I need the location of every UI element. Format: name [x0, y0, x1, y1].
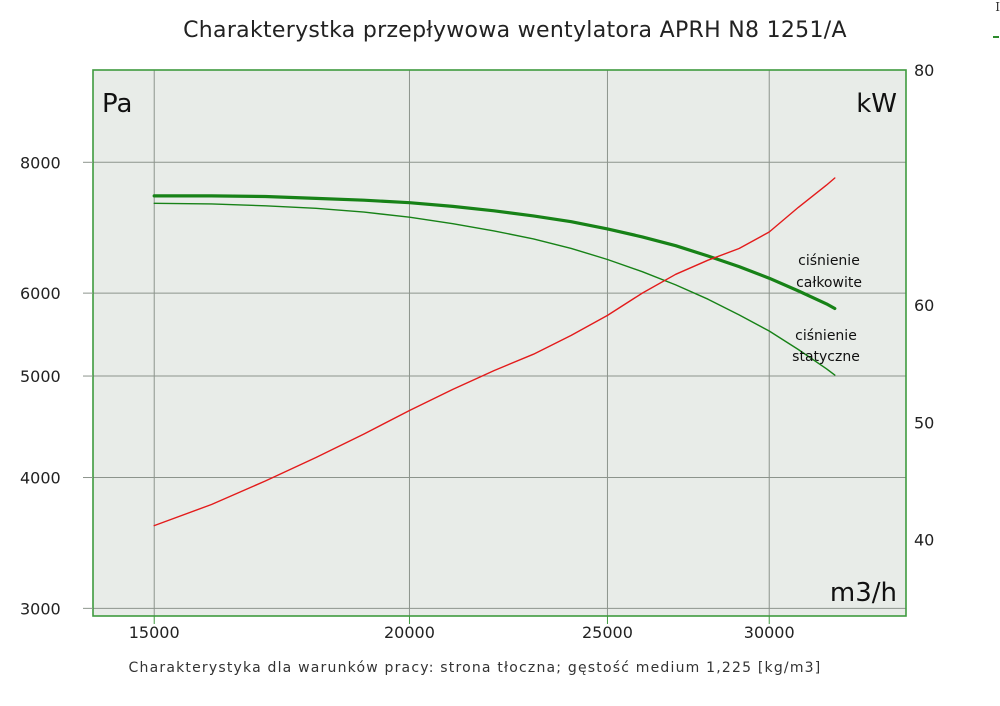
left-tick-label-5000: 5000 [20, 367, 61, 386]
left-tick-label-3000: 3000 [20, 599, 61, 618]
footnote: Charakterystyka dla warunków pracy: stro… [128, 660, 822, 676]
plot-frame [92, 69, 907, 617]
left-tick-label-8000: 8000 [20, 153, 61, 172]
chart-title: Charakterystka przepływowa wentylatora A… [183, 18, 847, 43]
x-tick-label-15000: 15000 [129, 623, 180, 642]
corner-dash [993, 36, 999, 38]
right-axis: 40 50 60 80 [914, 61, 934, 550]
series-power-line [153, 177, 836, 527]
right-tick-label-40: 40 [914, 531, 934, 550]
series-layer [152, 177, 837, 527]
series-static-pressure-line [153, 202, 836, 376]
left-tick-label-6000: 6000 [20, 284, 61, 303]
left-tick-label-4000: 4000 [20, 469, 61, 488]
series-total-pressure-line [152, 194, 837, 311]
series-label-static-line2: statyczne [792, 349, 860, 365]
plot-area [93, 70, 906, 616]
series-label-total-line1: ciśnienie [798, 253, 860, 269]
left-axis: 3000 4000 5000 6000 8000 [20, 153, 93, 618]
series-label-static-line1: ciśnienie [795, 328, 857, 344]
y-axis-label-left: Pa [102, 89, 132, 119]
right-tick-label-80: 80 [914, 61, 934, 80]
x-tick-label-20000: 20000 [384, 623, 435, 642]
corner-mark: I [995, 0, 1000, 14]
x-axis: 15000 20000 25000 30000 [129, 616, 795, 642]
x-axis-label: m3/h [830, 578, 897, 608]
x-tick-label-25000: 25000 [582, 623, 633, 642]
series-label-total-line2: całkowite [796, 275, 862, 291]
right-tick-label-60: 60 [914, 296, 934, 315]
x-tick-label-30000: 30000 [744, 623, 795, 642]
y-axis-label-right: kW [856, 89, 897, 119]
right-tick-label-50: 50 [914, 413, 934, 432]
